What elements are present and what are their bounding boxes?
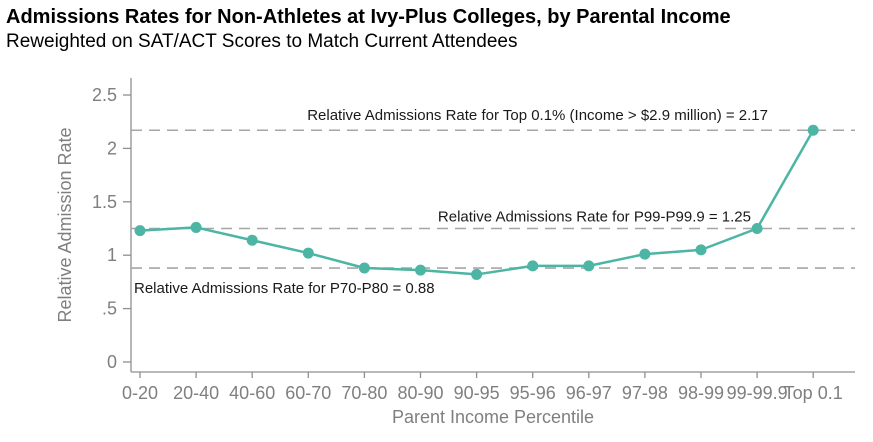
y-tick-label: 2.5 [92,85,117,105]
x-tick-label: 80-90 [397,383,443,403]
x-tick-label: 0-20 [122,383,158,403]
x-tick-label: Top 0.1 [784,383,843,403]
x-tick-label: 20-40 [173,383,219,403]
y-tick-label: 2 [107,138,117,158]
data-point-marker [190,221,202,233]
data-point-marker [583,260,595,272]
data-point-marker [415,264,426,276]
x-tick-label: 95-96 [510,383,556,403]
data-point-marker [358,262,370,274]
reference-line-annotation: Relative Admissions Rate for P99-P99.9 =… [438,209,751,226]
data-point-marker [807,124,819,136]
y-tick-label: 0 [107,352,117,372]
y-tick-label: .5 [102,299,117,319]
reference-line-annotation: Relative Admissions Rate for P70-P80 = 0… [134,280,435,297]
data-point-marker [527,260,539,272]
data-point-marker [695,244,707,256]
data-point-marker [751,223,763,234]
data-point-marker [471,268,483,280]
x-tick-label: 70-80 [341,383,387,403]
data-point-marker [134,225,146,237]
x-tick-label: 97-98 [622,383,668,403]
reference-line-annotation: Relative Admissions Rate for Top 0.1% (I… [307,107,768,124]
x-tick-label: 98-99 [678,383,724,403]
data-point-marker [639,248,651,260]
x-tick-label: 90-95 [454,383,500,403]
y-tick-label: 1.5 [92,192,117,212]
chart-title: Admissions Rates for Non-Athletes at Ivy… [6,6,731,28]
y-tick-label: 1 [107,245,117,265]
series-line [138,128,815,276]
data-point-marker [302,247,314,259]
x-tick-label: 60-70 [285,383,331,403]
x-axis-title: Parent Income Percentile [392,407,594,427]
x-tick-label: 96-97 [566,383,612,403]
y-axis-title: Relative Admission Rate [55,127,75,322]
chart-subtitle: Reweighted on SAT/ACT Scores to Match Cu… [6,31,518,52]
x-tick-label: 99-99.9 [727,383,788,403]
chart-header: Admissions Rates for Non-Athletes at Ivy… [6,4,731,53]
data-point-marker [246,234,258,246]
x-tick-label: 40-60 [229,383,275,403]
